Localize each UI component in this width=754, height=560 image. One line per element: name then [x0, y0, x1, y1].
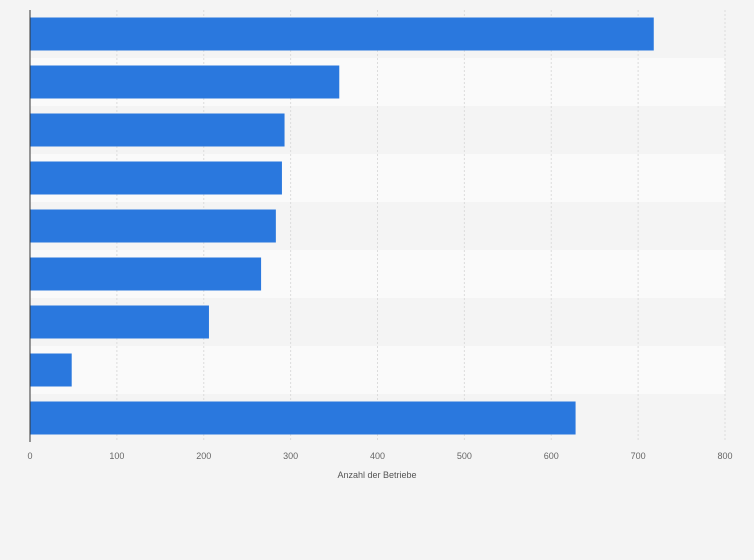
x-tick-label: 300 [283, 451, 298, 461]
bar[interactable] [30, 65, 340, 99]
bars [30, 17, 654, 435]
x-tick-label: 500 [457, 451, 472, 461]
x-axis-title: Anzahl der Betriebe [337, 470, 416, 480]
bar[interactable] [30, 113, 285, 147]
bar[interactable] [30, 17, 654, 51]
bar[interactable] [30, 209, 276, 243]
x-tick-label: 800 [717, 451, 732, 461]
x-tick-label: 400 [370, 451, 385, 461]
x-tick-label: 700 [631, 451, 646, 461]
bar[interactable] [30, 161, 282, 195]
x-tick-label: 200 [196, 451, 211, 461]
x-tick-label: 0 [27, 451, 32, 461]
bar[interactable] [30, 353, 72, 387]
bar[interactable] [30, 305, 209, 339]
bar[interactable] [30, 401, 576, 435]
x-tick-label: 100 [109, 451, 124, 461]
x-tick-labels: 0 100 200 300 400 500 600 700 800 [27, 451, 732, 461]
x-tick-label: 600 [544, 451, 559, 461]
bar[interactable] [30, 257, 262, 291]
